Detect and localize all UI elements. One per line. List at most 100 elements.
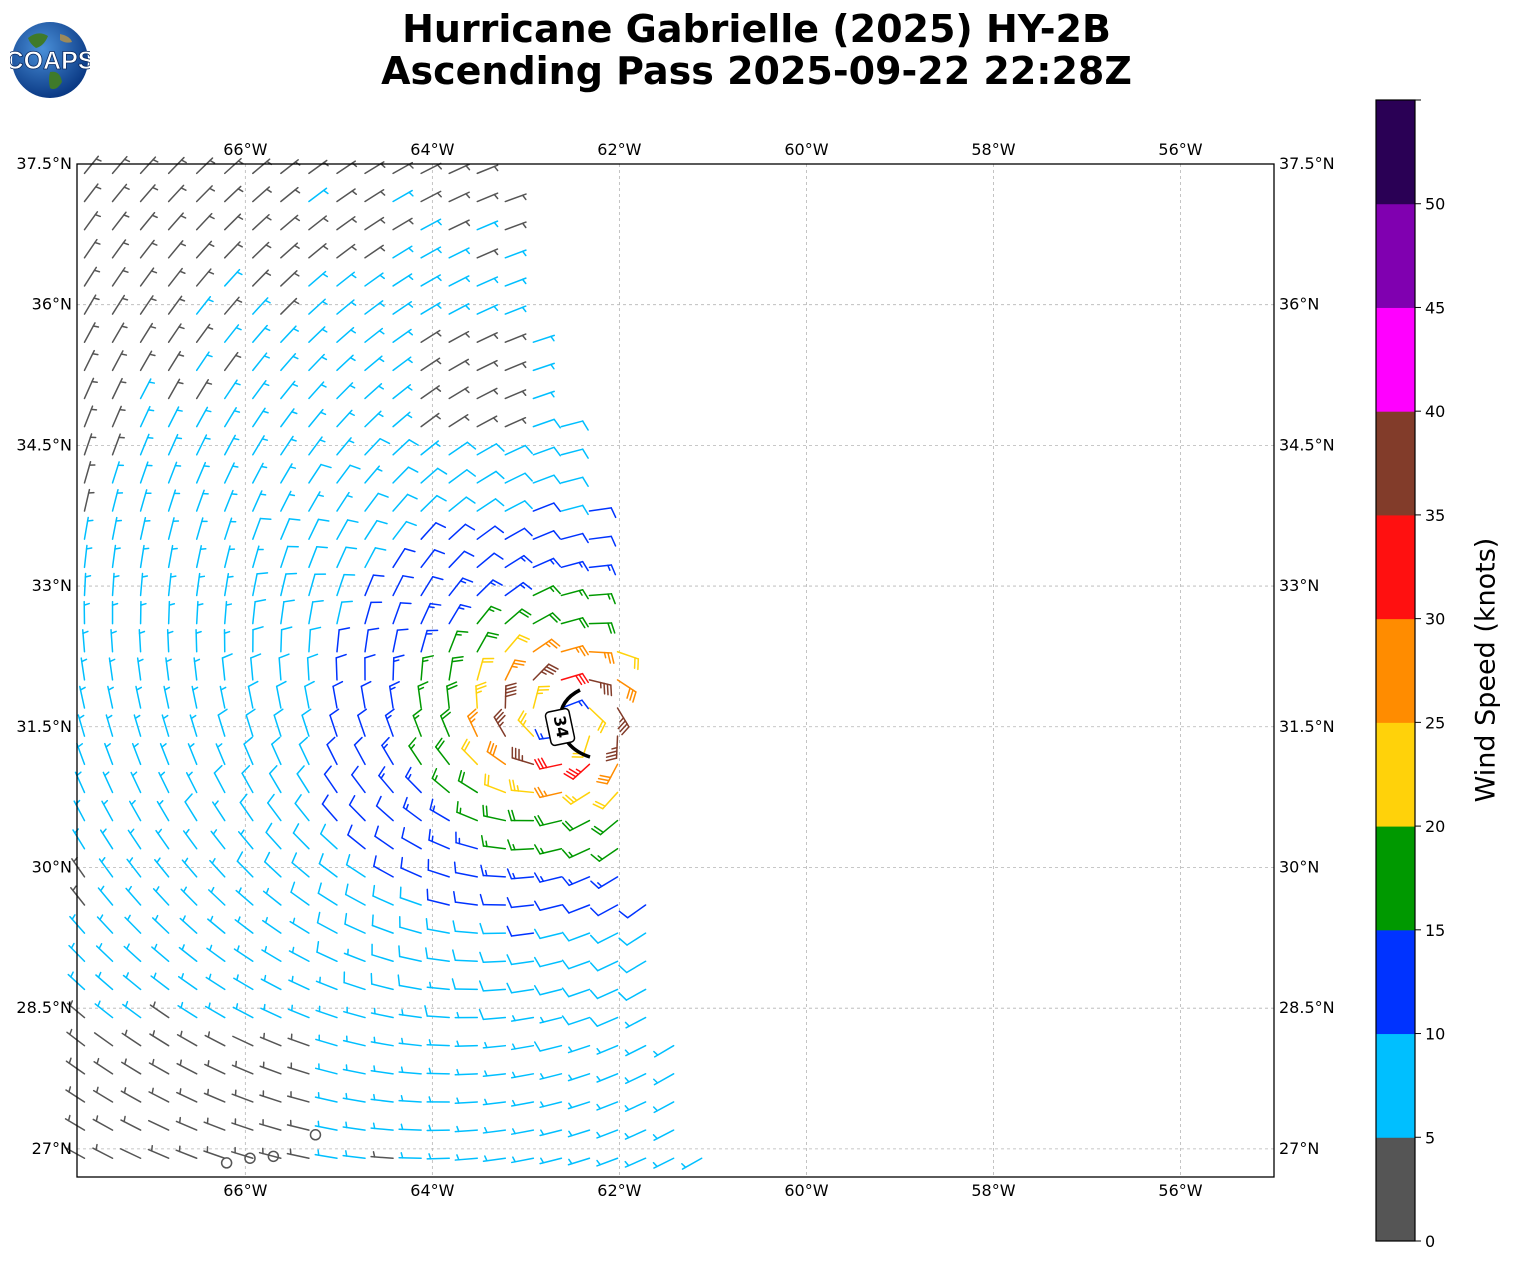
wind-barb <box>567 1157 591 1166</box>
wind-barb <box>532 685 551 709</box>
wind-barb <box>127 828 142 850</box>
wind-barb <box>510 1128 535 1135</box>
wind-barb <box>224 379 241 400</box>
wind-barb <box>108 657 116 681</box>
wind-barb <box>392 189 414 203</box>
wind-barb <box>420 412 441 428</box>
wind-barb <box>347 824 366 850</box>
wind-barb <box>448 603 472 625</box>
wind-barb <box>94 1000 114 1019</box>
wind-barb <box>478 980 507 992</box>
lat-label-right: 27°N <box>1279 1139 1319 1158</box>
lat-label-right: 30°N <box>1279 857 1319 876</box>
wind-barb <box>178 944 198 963</box>
wind-barb <box>336 464 361 484</box>
wind-barb <box>224 268 243 287</box>
wind-barb <box>486 740 507 766</box>
contour-label: 34 <box>550 714 573 739</box>
wind-barb <box>343 1006 366 1019</box>
wind-barb <box>314 1091 338 1103</box>
wind-barb <box>139 322 157 343</box>
wind-barb <box>139 572 149 597</box>
wind-barb <box>476 470 505 484</box>
wind-barb <box>213 764 226 794</box>
wind-barb <box>139 544 150 569</box>
wind-barb <box>335 653 347 681</box>
colorbar-bin <box>1376 100 1415 205</box>
wind-barb <box>504 527 533 540</box>
wind-barb <box>480 864 507 878</box>
wind-barb <box>560 504 589 516</box>
wind-barb <box>252 158 273 175</box>
wind-barb <box>79 685 86 709</box>
colorbar-tick-label: 45 <box>1425 298 1445 317</box>
wind-barb <box>308 381 327 400</box>
wind-barb <box>402 796 422 822</box>
wind-barb <box>342 1121 366 1131</box>
wind-barb <box>258 1147 282 1159</box>
wind-barb <box>204 1060 226 1075</box>
wind-barb <box>195 296 214 315</box>
wind-barb <box>148 1087 170 1103</box>
wind-barb <box>539 1073 563 1080</box>
wind-barb <box>364 654 376 681</box>
wind-barb <box>167 378 184 400</box>
wind-barb <box>264 851 282 878</box>
wind-barb <box>375 795 394 822</box>
colorbar-tick-label: 15 <box>1425 921 1445 940</box>
wind-barb <box>72 828 86 850</box>
wind-barb <box>280 186 301 203</box>
wind-barb <box>77 714 86 737</box>
lon-label-top: 64°W <box>410 140 454 159</box>
colorbar-bin <box>1376 514 1415 620</box>
wind-barb <box>217 708 228 737</box>
lon-label-top: 58°W <box>971 140 1015 159</box>
wind-barb <box>111 294 129 315</box>
wind-barb <box>420 274 442 287</box>
wind-barb <box>624 1073 647 1085</box>
wind-barb <box>560 532 589 544</box>
wind-barb <box>139 516 151 540</box>
wind-barb <box>364 465 383 484</box>
wind-barb <box>83 488 95 512</box>
wind-barb <box>653 1044 675 1058</box>
wind-barb <box>476 359 499 372</box>
wind-barb <box>102 771 114 794</box>
wind-barb <box>286 1091 310 1103</box>
colorbar-label: Wind Speed (knots) <box>1470 537 1502 803</box>
wind-barb <box>420 357 442 372</box>
wind-barb <box>139 184 159 203</box>
wind-barb <box>539 1101 563 1109</box>
wind-barb <box>353 736 366 766</box>
wind-barb <box>567 1101 591 1110</box>
lon-label-top: 62°W <box>597 140 641 159</box>
wind-barb <box>123 943 142 963</box>
wind-barb <box>163 685 171 709</box>
wind-barb <box>83 572 92 597</box>
wind-barb <box>120 1115 142 1131</box>
wind-barb <box>278 653 290 681</box>
wind-barb <box>231 1089 254 1103</box>
wind-barb <box>561 876 591 887</box>
wind-barb <box>452 949 478 963</box>
wind-barb <box>476 552 504 569</box>
wind-barb <box>167 433 183 456</box>
wind-barb <box>286 1148 310 1159</box>
wind-barb <box>392 411 413 428</box>
wind-barb <box>135 685 143 709</box>
wind-barb <box>392 217 414 231</box>
lat-labels-right: 37.5°N 36°N 34.5°N 33°N 31.5°N 30°N 28.5°N 27°N <box>1279 154 1335 1158</box>
wind-barb <box>252 517 272 540</box>
wind-barb <box>454 1125 478 1133</box>
wind-barb <box>83 294 100 315</box>
wind-barb <box>560 448 589 459</box>
wind-barb <box>336 437 355 456</box>
wind-barb <box>588 650 615 664</box>
wind-barb <box>561 931 591 942</box>
wind-barb <box>532 663 559 681</box>
wind-barb <box>478 1008 507 1021</box>
wind-barb <box>195 379 213 400</box>
wind-barb <box>149 1001 170 1019</box>
wind-barb <box>336 409 355 428</box>
wind-barb <box>252 352 270 372</box>
